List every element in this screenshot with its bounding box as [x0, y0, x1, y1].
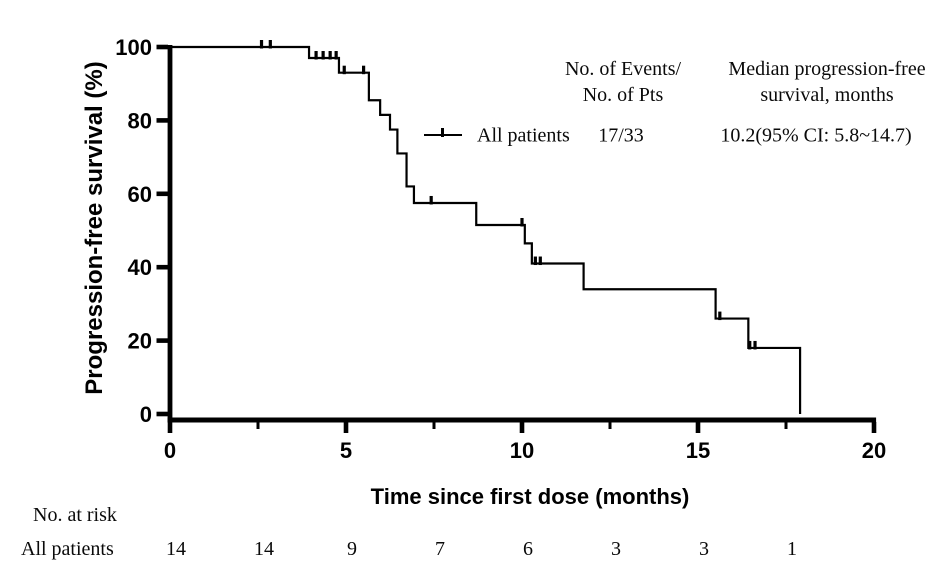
- risk-count: 7: [435, 538, 445, 560]
- y-axis-tick: [156, 118, 168, 123]
- censor-mark: [259, 40, 264, 49]
- y-tick-label: 100: [115, 35, 152, 60]
- x-axis-tick: [695, 422, 701, 433]
- censor-mark: [362, 65, 366, 75]
- x-axis-minor-tick: [256, 422, 260, 429]
- censor-mark: [321, 51, 325, 60]
- y-axis-tick: [156, 338, 168, 343]
- risk-count: 14: [166, 538, 186, 560]
- risk-count: 3: [699, 538, 709, 560]
- censor-tick-icon: [441, 127, 445, 137]
- censor-mark: [533, 256, 537, 266]
- median-column-header: Median progression-free survival, months: [728, 56, 925, 108]
- censor-mark: [328, 51, 332, 60]
- censor-mark: [314, 51, 318, 60]
- x-axis-minor-tick: [784, 422, 788, 429]
- number-at-risk-header: No. at risk: [33, 504, 117, 526]
- x-axis-tick: [167, 422, 173, 433]
- risk-count: 14: [254, 538, 274, 560]
- x-tick-label: 5: [340, 438, 352, 463]
- y-tick-label: 80: [128, 108, 152, 133]
- censor-mark: [334, 51, 338, 60]
- y-axis-tick: [156, 411, 168, 417]
- events-header-line1: No. of Events/: [564, 58, 682, 80]
- censor-mark: [342, 65, 346, 75]
- x-axis-tick: [343, 422, 349, 433]
- median-header-line2: survival, months: [760, 84, 894, 106]
- risk-row-label: All patients: [21, 538, 114, 560]
- censor-mark: [753, 340, 757, 350]
- legend-series-label: All patients: [477, 124, 570, 147]
- y-axis-title: Progression-free survival (%): [81, 61, 108, 395]
- x-axis-tick: [871, 422, 877, 433]
- x-tick-label: 20: [862, 438, 886, 463]
- y-tick-label: 60: [128, 182, 152, 207]
- risk-count: 3: [611, 538, 621, 560]
- risk-count: 1: [787, 538, 797, 560]
- legend-median-value: 10.2(95% CI: 5.8~14.7): [720, 124, 912, 147]
- x-tick-label: 0: [164, 438, 176, 463]
- risk-count: 6: [523, 538, 533, 560]
- km-censor-line-symbol: [424, 127, 462, 137]
- y-axis-tick: [156, 264, 168, 270]
- censor-mark: [520, 217, 524, 227]
- censor-mark: [429, 195, 433, 205]
- x-tick-label: 15: [686, 438, 710, 463]
- events-column-header: No. of Events/ No. of Pts: [565, 56, 681, 108]
- legend-events-value: 17/33: [598, 124, 644, 147]
- y-axis-line: [167, 45, 173, 423]
- risk-count: 9: [347, 538, 357, 560]
- y-axis-tick: [156, 191, 168, 197]
- censor-mark: [538, 256, 542, 266]
- y-tick-label: 40: [128, 255, 152, 280]
- censor-mark: [268, 40, 272, 49]
- y-axis-tick: [156, 44, 168, 50]
- x-axis-tick: [519, 422, 525, 433]
- median-header-line1: Median progression-free: [728, 58, 926, 80]
- y-tick-label: 0: [140, 402, 152, 427]
- x-axis-title: Time since first dose (months): [370, 484, 690, 509]
- censor-mark: [718, 311, 722, 321]
- x-axis-minor-tick: [608, 422, 612, 429]
- x-axis-line: [167, 417, 877, 423]
- y-tick-label: 20: [128, 329, 152, 354]
- censor-mark: [748, 340, 752, 350]
- x-tick-label: 10: [510, 438, 534, 463]
- x-axis-minor-tick: [432, 422, 436, 429]
- events-header-line2: No. of Pts: [582, 84, 664, 106]
- km-curve-all-patients: [170, 45, 802, 414]
